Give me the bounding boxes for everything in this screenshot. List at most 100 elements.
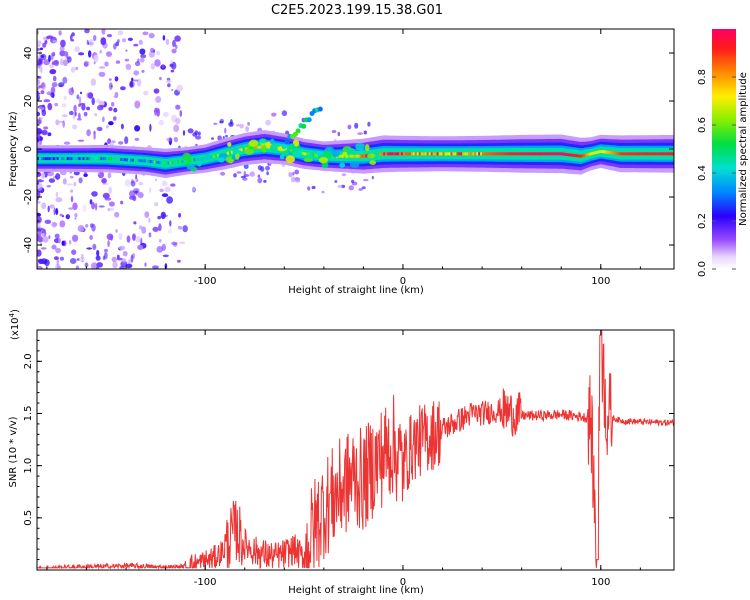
ridge-core-segment: [596, 150, 600, 154]
noise-blob: [257, 177, 263, 184]
noise-blob: [271, 112, 277, 117]
noise-blob: [341, 184, 346, 188]
noise-blob: [219, 120, 224, 124]
noise-blob: [75, 66, 78, 71]
noise-blob: [171, 48, 177, 54]
noise-blob: [104, 248, 108, 253]
noise-blob: [191, 186, 196, 192]
noise-blob: [61, 114, 68, 118]
noise-blob: [179, 110, 183, 117]
noise-blob: [171, 88, 174, 92]
noise-blob: [108, 186, 112, 195]
noise-blob: [331, 130, 337, 133]
ridge-blob: [279, 154, 285, 160]
noise-blob: [68, 240, 72, 245]
noise-blob: [106, 51, 112, 57]
noise-blob: [92, 243, 97, 250]
noise-blob: [139, 57, 145, 63]
noise-blob: [99, 66, 106, 69]
noise-blob: [86, 247, 93, 250]
noise-blob: [108, 82, 113, 90]
noise-blob: [52, 39, 58, 43]
noise-blob: [114, 76, 119, 82]
noise-blob: [78, 177, 83, 184]
noise-blob: [351, 179, 355, 184]
noise-blob: [170, 69, 175, 73]
noise-blob: [198, 131, 201, 136]
noise-blob: [41, 82, 45, 88]
noise-blob: [63, 51, 68, 57]
noise-blob: [149, 123, 152, 132]
noise-blob: [133, 70, 140, 76]
spectrogram-y-tick-label: 20: [23, 95, 34, 108]
noise-blob: [263, 179, 267, 183]
noise-blob: [175, 44, 178, 50]
noise-blob: [97, 171, 100, 175]
noise-blob: [139, 48, 146, 55]
noise-blob: [63, 95, 67, 101]
noise-blob: [37, 40, 42, 46]
ridge-core-segment: [289, 148, 293, 153]
noise-blob: [38, 117, 43, 120]
noise-blob: [363, 178, 369, 182]
ridge-core-segment: [240, 148, 244, 152]
noise-blob: [52, 75, 57, 82]
noise-blob: [154, 202, 159, 207]
noise-blob: [156, 246, 163, 253]
ridge-blob: [324, 146, 334, 152]
noise-blob: [78, 96, 82, 104]
ridge-blob: [285, 155, 295, 164]
noise-blob: [182, 225, 188, 233]
ridge-blob: [261, 145, 267, 153]
noise-blob: [90, 78, 97, 86]
noise-blob: [158, 223, 162, 232]
noise-blob: [363, 130, 367, 135]
ridge-core-segment: [582, 153, 586, 158]
noise-blob: [118, 245, 126, 251]
snr-multiplier-exp: 4: [8, 312, 16, 317]
noise-blob: [65, 214, 71, 220]
ridge-blob: [316, 150, 323, 156]
noise-blob: [288, 172, 293, 178]
noise-blob: [59, 213, 63, 217]
noise-blob: [106, 125, 109, 129]
noise-blob: [44, 219, 52, 224]
noise-blob: [242, 177, 248, 181]
noise-blob: [220, 171, 226, 176]
noise-blob: [86, 39, 89, 45]
noise-blob: [230, 119, 233, 125]
noise-blob: [86, 92, 92, 99]
noise-blob: [137, 192, 144, 199]
noise-blob: [124, 179, 131, 187]
noise-blob: [266, 171, 269, 176]
noise-blob: [96, 262, 103, 268]
noise-blob: [111, 102, 115, 107]
noise-blob: [42, 42, 47, 48]
noise-blob: [101, 178, 107, 184]
noise-blob: [61, 240, 65, 246]
noise-blob: [133, 43, 139, 47]
noise-blob: [117, 39, 120, 43]
ridge-blob: [292, 139, 300, 147]
noise-blob: [179, 241, 186, 244]
noise-blob: [37, 109, 41, 112]
snr-y-tick-label: 1.0: [23, 458, 34, 474]
snr-y-axis-title: SNR (10 * v/v): [8, 416, 19, 487]
ridge-blob: [367, 153, 376, 159]
noise-blob: [116, 254, 120, 259]
noise-blob: [257, 165, 262, 171]
noise-blob: [281, 110, 288, 117]
noise-blob: [249, 171, 255, 177]
noise-blob: [108, 201, 115, 207]
noise-blob: [37, 57, 44, 66]
noise-blob: [150, 63, 155, 70]
noise-blob: [211, 137, 214, 140]
noise-blob: [176, 84, 183, 92]
noise-blob: [93, 54, 99, 63]
noise-blob: [162, 112, 169, 117]
noise-blob: [243, 163, 249, 169]
streak-blob: [306, 117, 312, 123]
noise-blob: [39, 47, 44, 51]
noise-blob: [48, 235, 51, 240]
